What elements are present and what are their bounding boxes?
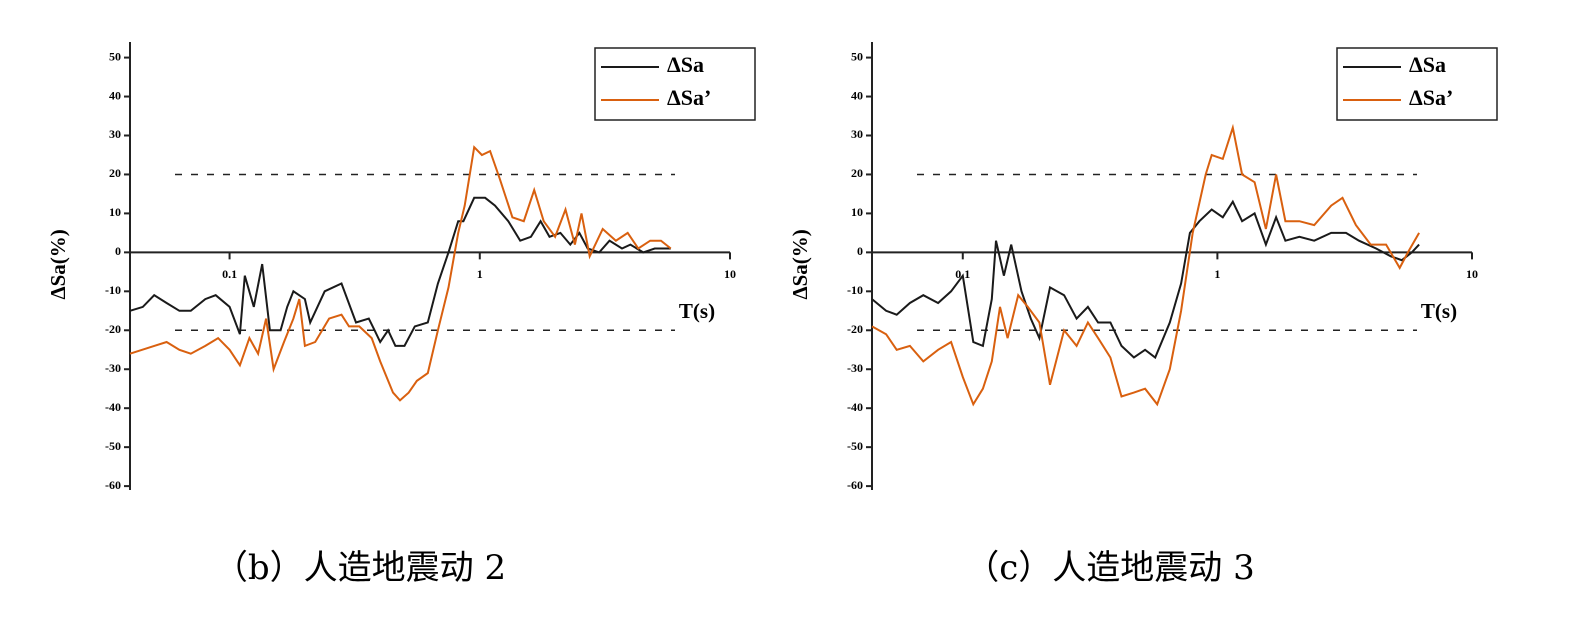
y-tick-label: 40 xyxy=(851,88,863,102)
data-line xyxy=(871,123,1420,407)
data-line xyxy=(129,145,672,402)
x-tick-label: 10 xyxy=(724,267,736,281)
y-tick-label: 10 xyxy=(109,205,121,219)
y-tick-label: 20 xyxy=(851,166,863,180)
y-tick-label: 40 xyxy=(109,88,121,102)
y-tick-label: 0 xyxy=(857,244,863,258)
x-axis-label: T(s) xyxy=(679,299,715,323)
y-tick-label: -60 xyxy=(847,478,863,492)
legend-label: ΔSa xyxy=(667,52,704,77)
x-tick-label: 1 xyxy=(477,267,483,281)
y-tick-label: -60 xyxy=(105,478,121,492)
y-tick-label: 20 xyxy=(109,166,121,180)
x-tick-label: 10 xyxy=(1466,267,1478,281)
data-line xyxy=(129,196,671,347)
legend-label: ΔSa xyxy=(1409,52,1446,77)
y-tick-label: -40 xyxy=(847,400,863,414)
legend-label: ΔSa’ xyxy=(667,85,711,110)
y-tick-label: 0 xyxy=(115,244,121,258)
x-tick-label: 1 xyxy=(1214,267,1220,281)
x-tick-label: 0.1 xyxy=(222,267,237,281)
y-tick-label: -30 xyxy=(847,361,863,375)
y-tick-label: -10 xyxy=(847,283,863,297)
legend-box xyxy=(1336,47,1498,121)
y-tick-label: 50 xyxy=(109,49,121,63)
y-tick-label: 30 xyxy=(851,127,863,141)
y-tick-label: -10 xyxy=(105,283,121,297)
caption: （c）人造地震动 3 xyxy=(965,548,1254,588)
y-tick-label: -50 xyxy=(105,439,121,453)
y-tick-label: -40 xyxy=(105,400,121,414)
y-tick-label: -20 xyxy=(105,322,121,336)
y-tick-label: 10 xyxy=(851,205,863,219)
y-axis-label: ΔSa(%) xyxy=(788,229,812,299)
y-tick-label: -20 xyxy=(847,322,863,336)
y-tick-label: 50 xyxy=(851,49,863,63)
data-line xyxy=(871,199,1420,360)
x-axis-label: T(s) xyxy=(1421,299,1457,323)
legend-label: ΔSa’ xyxy=(1409,85,1453,110)
y-tick-label: -30 xyxy=(105,361,121,375)
caption: （b）人造地震动 2 xyxy=(214,548,506,588)
legend-box xyxy=(594,47,756,121)
y-axis-label: ΔSa(%) xyxy=(46,229,70,299)
y-tick-label: -50 xyxy=(847,439,863,453)
y-tick-label: 30 xyxy=(109,127,121,141)
